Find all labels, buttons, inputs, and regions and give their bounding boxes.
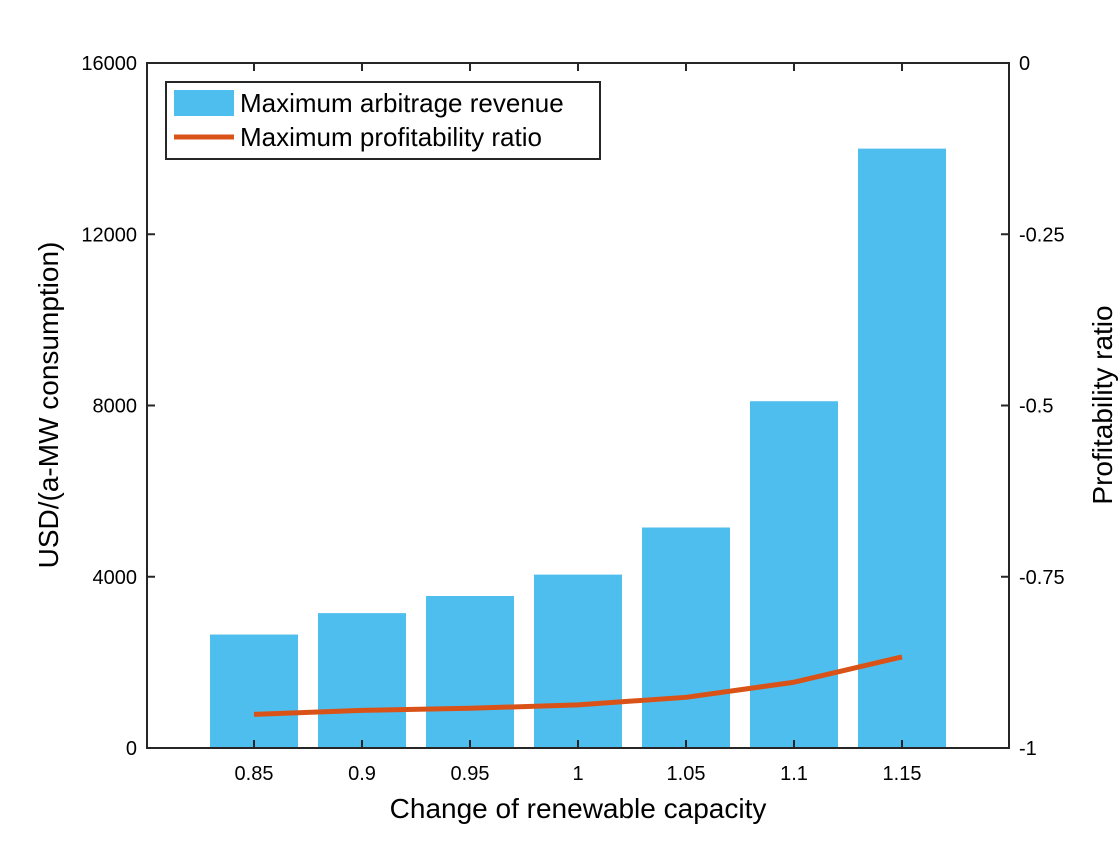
x-tick-label-0.95: 0.95 — [451, 763, 490, 785]
x-tick-label-1.05: 1.05 — [667, 763, 706, 785]
y-tick-label-left-4000: 4000 — [93, 567, 138, 589]
bar-1.15 — [858, 148, 946, 748]
y-axis-title-left: USD/(a-MW consumption) — [33, 242, 64, 569]
profitability-line — [253, 654, 903, 717]
legend-label-ratio: Maximum profitability ratio — [240, 122, 542, 152]
legend-label-revenue: Maximum arbitrage revenue — [240, 88, 564, 118]
y-tick-label-left-12000: 12000 — [81, 224, 137, 246]
y-tick-label-left-8000: 8000 — [93, 396, 138, 418]
y-tick-label-right--1: -1 — [1019, 738, 1037, 760]
y-tick-label-right--0.25: -0.25 — [1019, 224, 1065, 246]
y-tick-label-left-0: 0 — [126, 738, 137, 760]
legend-swatch-bar — [174, 90, 234, 116]
x-axis-title: Change of renewable capacity — [390, 793, 767, 824]
bar-0.95 — [426, 596, 514, 748]
bar-0.9 — [318, 613, 406, 748]
bar-1 — [534, 574, 622, 748]
bars-layer — [210, 148, 946, 748]
y-tick-label-right--0.75: -0.75 — [1019, 567, 1065, 589]
x-tick-label-1: 1 — [572, 763, 583, 785]
bar-0.85 — [210, 634, 298, 748]
y-tick-label-left-16000: 16000 — [81, 53, 137, 75]
bar-1.1 — [750, 401, 838, 748]
ticks-layer: 0.85 0.9 0.95 1 1.05 1.1 1.15 0 4000 8000 12000 160… — [81, 53, 1064, 785]
y-tick-label-right-0: 0 — [1019, 53, 1030, 75]
bar-1.05 — [642, 527, 730, 748]
y-axis-title-right: Profitability ratio — [1087, 305, 1118, 504]
x-tick-label-0.9: 0.9 — [348, 763, 376, 785]
y-tick-label-right--0.5: -0.5 — [1019, 396, 1053, 418]
legend: Maximum arbitrage revenue Maximum profit… — [165, 81, 601, 160]
line-layer — [253, 654, 903, 717]
legend-box — [165, 81, 601, 160]
x-tick-label-0.85: 0.85 — [235, 763, 274, 785]
x-tick-label-1.1: 1.1 — [780, 763, 808, 785]
x-tick-label-1.15: 1.15 — [883, 763, 922, 785]
